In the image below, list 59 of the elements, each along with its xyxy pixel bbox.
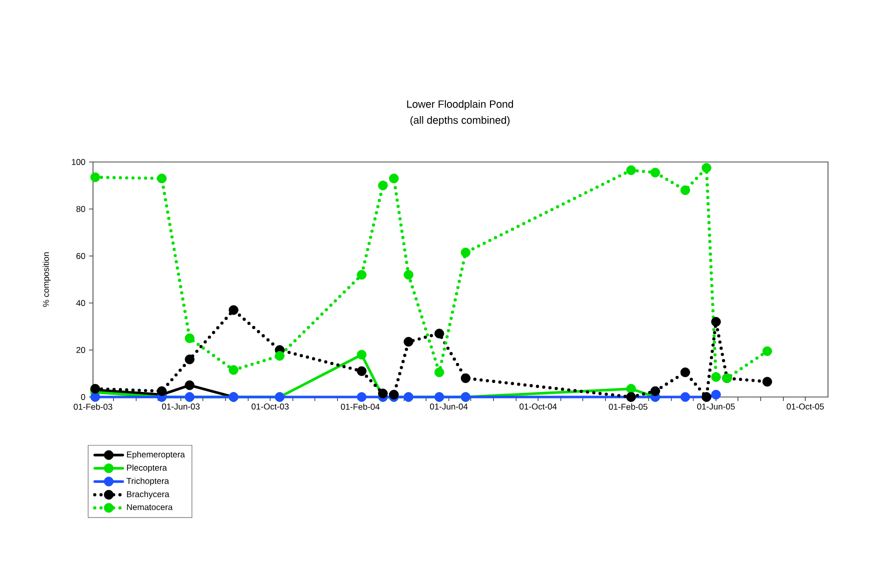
point: [356, 366, 367, 376]
point: [356, 270, 367, 280]
point: [356, 392, 367, 402]
point: [680, 392, 690, 402]
point: [711, 316, 721, 327]
point: [184, 333, 194, 344]
point: [378, 388, 388, 398]
point: [356, 350, 367, 360]
legend-label: Nematocera: [127, 504, 173, 510]
x-tick-label: 01-Oct-05: [786, 404, 824, 410]
x-tick-label: 01-Jun-04: [430, 404, 468, 410]
point: [680, 185, 690, 196]
point: [389, 174, 399, 184]
legend-label: Ephemeroptera: [127, 451, 185, 460]
point: [404, 336, 414, 347]
point: [434, 367, 444, 378]
x-tick-label: 01-Oct-03: [252, 404, 289, 410]
point: [274, 351, 285, 361]
x-tick-label: 01-Feb-04: [340, 404, 380, 410]
y-tick-label: 40: [76, 300, 86, 306]
point: [460, 373, 470, 384]
point: [702, 163, 712, 173]
legend-label: Brachycera: [127, 490, 170, 499]
y-tick-label: 80: [76, 206, 86, 212]
point: [90, 172, 100, 182]
point: [404, 270, 414, 280]
y-tick-label: 0: [81, 394, 86, 400]
y-axis-title: % composition: [42, 252, 51, 307]
x-tick-label: 01-Feb-03: [74, 404, 112, 410]
point: [650, 168, 660, 178]
point: [626, 165, 636, 176]
y-tick-label: 20: [76, 346, 86, 354]
point: [762, 376, 772, 387]
x-tick-label: 01-Jun-03: [162, 404, 200, 410]
point: [650, 386, 660, 396]
point: [378, 180, 388, 190]
point: [228, 365, 238, 375]
point: [434, 328, 444, 338]
point: [156, 386, 167, 396]
point: [156, 174, 167, 184]
y-tick-label: 100: [72, 158, 86, 165]
x-tick-label: 01-Oct-04: [520, 404, 557, 410]
chart-subtitle: (all depths combined): [410, 116, 510, 126]
point: [228, 305, 238, 315]
x-tick-label: 01-Jun-05: [697, 404, 735, 410]
point: [389, 390, 399, 400]
point: [184, 354, 194, 364]
chart-title: Lower Floodplain Pond: [407, 100, 513, 110]
point: [680, 367, 690, 378]
point: [626, 384, 636, 394]
point: [762, 346, 772, 356]
point: [184, 380, 194, 390]
y-tick-label: 60: [76, 252, 86, 259]
point: [460, 248, 470, 258]
point: [711, 372, 721, 382]
legend-label: Trichoptera: [126, 478, 170, 486]
x-tick-label: 01-Feb-05: [608, 404, 648, 410]
legend-label: Plecoptera: [127, 464, 167, 472]
point: [711, 390, 721, 400]
